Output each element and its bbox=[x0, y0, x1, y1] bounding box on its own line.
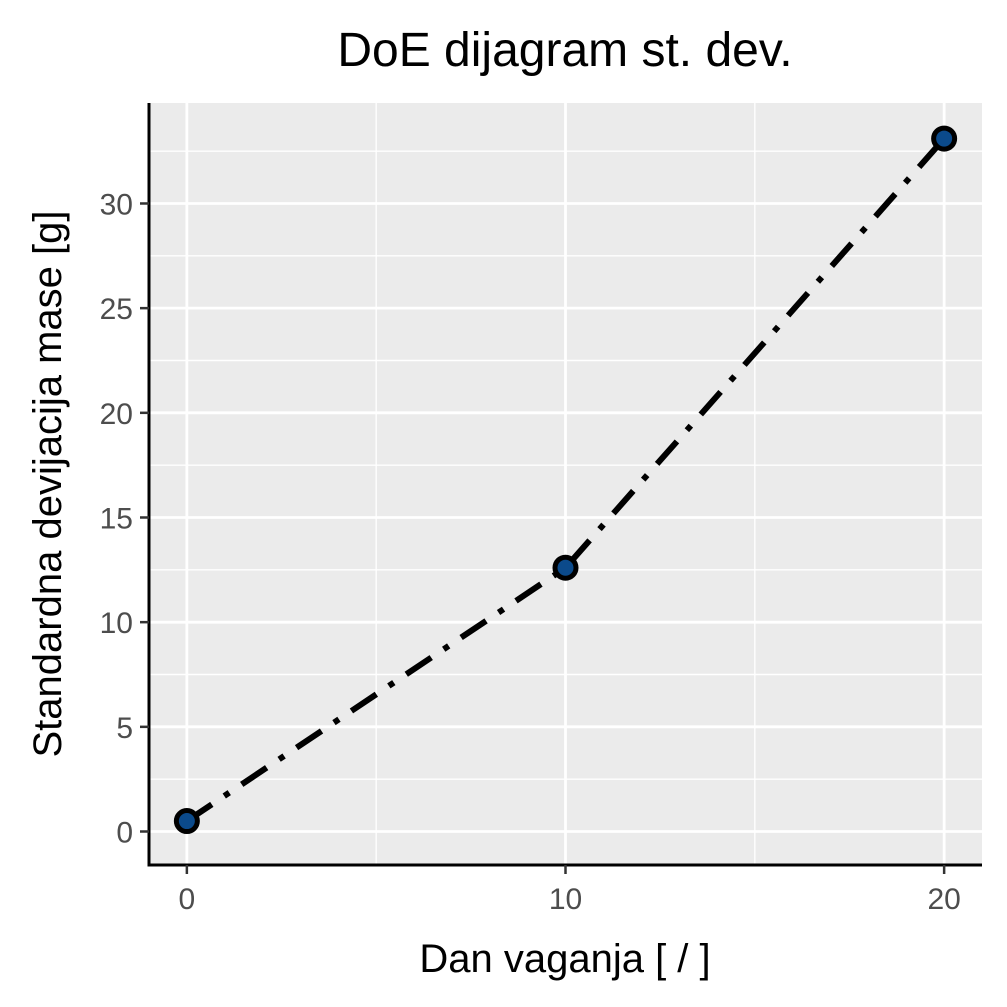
tick-labels: 0 5 10 15 20 25 30 0 10 20 bbox=[100, 188, 961, 916]
chart-title: DoE dijagram st. dev. bbox=[337, 24, 792, 77]
x-tick-label: 20 bbox=[927, 883, 960, 916]
data-point bbox=[552, 554, 579, 581]
y-tick-label: 10 bbox=[100, 607, 133, 640]
series-line bbox=[185, 136, 947, 824]
x-tick-label: 10 bbox=[549, 883, 582, 916]
grid-lines bbox=[149, 103, 982, 865]
y-tick-label: 25 bbox=[100, 293, 133, 326]
y-tick-label: 20 bbox=[100, 398, 133, 431]
data-point bbox=[931, 125, 958, 152]
y-tick-label: 0 bbox=[116, 817, 133, 850]
y-tick-label: 15 bbox=[100, 502, 133, 535]
x-tick-label: 0 bbox=[179, 883, 196, 916]
axes bbox=[140, 103, 982, 874]
data-point bbox=[173, 808, 200, 835]
y-tick-label: 30 bbox=[100, 188, 133, 221]
series-group bbox=[173, 125, 958, 835]
x-axis-title: Dan vaganja [ / ] bbox=[419, 937, 710, 981]
y-axis-title: Standardna devijacija mase [g] bbox=[26, 211, 70, 758]
y-tick-label: 5 bbox=[116, 712, 133, 745]
